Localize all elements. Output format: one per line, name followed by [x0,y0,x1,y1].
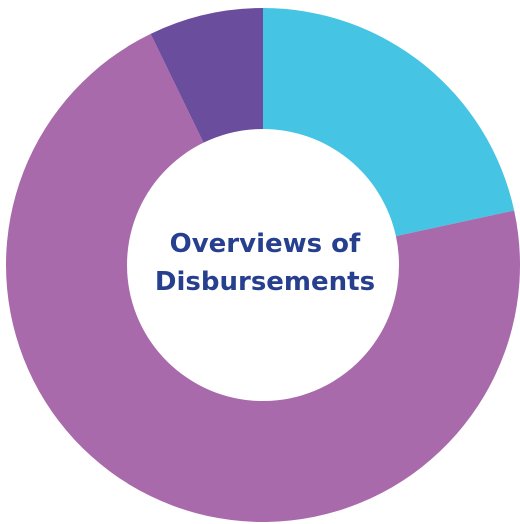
donut-segment [150,8,263,143]
donut-segment [263,8,515,237]
donut-segment [5,33,520,523]
chart-title: Overviews of Disbursements [154,229,376,297]
